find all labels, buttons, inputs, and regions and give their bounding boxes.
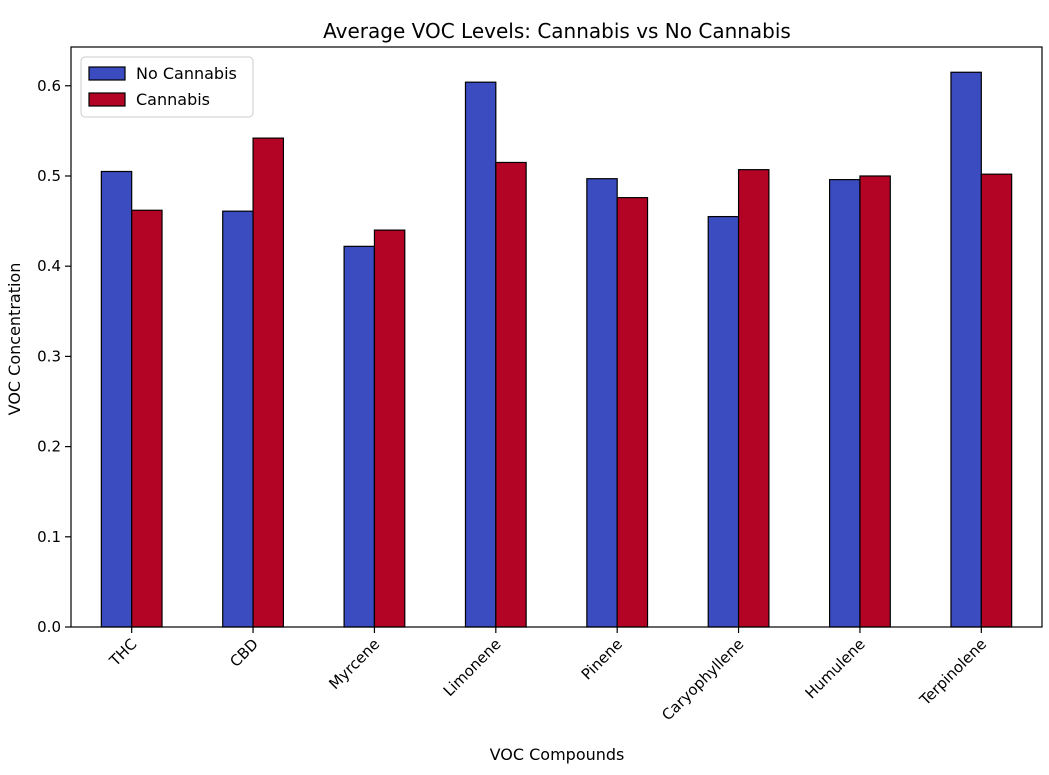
x-tick-label-5: Caryophyllene <box>658 635 747 724</box>
legend: No Cannabis Cannabis <box>80 56 254 118</box>
y-tick-label-4: 0.4 <box>37 257 61 275</box>
bar-0-3 <box>464 81 497 628</box>
x-axis-label: VOC Compounds <box>490 745 625 764</box>
x-tick-label-6: Humulene <box>802 635 869 702</box>
bar-1-2 <box>373 229 406 628</box>
x-tick-label-3: Limonene <box>440 635 505 700</box>
bar-0-0 <box>100 170 133 628</box>
bar-0-7 <box>950 71 982 628</box>
x-tick-label-4: Pinene <box>578 635 626 683</box>
plot-frame <box>70 46 1043 628</box>
legend-label-0: No Cannabis <box>136 64 237 83</box>
bar-1-4 <box>616 197 649 628</box>
bar-0-1 <box>222 210 254 628</box>
y-tick-label-5: 0.5 <box>37 167 61 185</box>
bar-1-0 <box>131 209 163 628</box>
bar-1-6 <box>859 175 891 628</box>
bar-0-5 <box>707 215 740 628</box>
axes-layer: 0.0 0.1 0.2 0.3 0.4 0.5 0.6 THC CBD Myrcene Limone… <box>37 46 1043 724</box>
x-tick-label-0: THC <box>105 635 140 670</box>
bars-layer <box>100 71 1013 628</box>
x-tick-label-2: Myrcene <box>325 635 383 693</box>
bar-1-1 <box>252 137 285 628</box>
bar-0-2 <box>343 245 376 628</box>
y-tick-label-0: 0.0 <box>37 618 61 636</box>
legend-swatch-0 <box>88 66 126 81</box>
x-tick-label-7: Terpinolene <box>916 635 991 710</box>
chart-title: Average VOC Levels: Cannabis vs No Canna… <box>323 19 791 43</box>
x-tick-label-1: CBD <box>226 635 262 671</box>
bar-1-5 <box>737 169 770 628</box>
bar-1-3 <box>495 161 527 628</box>
bar-0-6 <box>828 178 861 628</box>
y-tick-label-3: 0.3 <box>37 347 61 365</box>
legend-swatch-1 <box>88 92 126 107</box>
y-tick-label-6: 0.6 <box>37 77 61 95</box>
y-axis-label: VOC Concentration <box>5 263 24 416</box>
bar-1-7 <box>980 173 1013 628</box>
y-tick-label-2: 0.2 <box>37 438 61 456</box>
y-tick-label-1: 0.1 <box>37 528 61 546</box>
legend-label-1: Cannabis <box>136 90 210 109</box>
bar-0-4 <box>586 178 618 628</box>
